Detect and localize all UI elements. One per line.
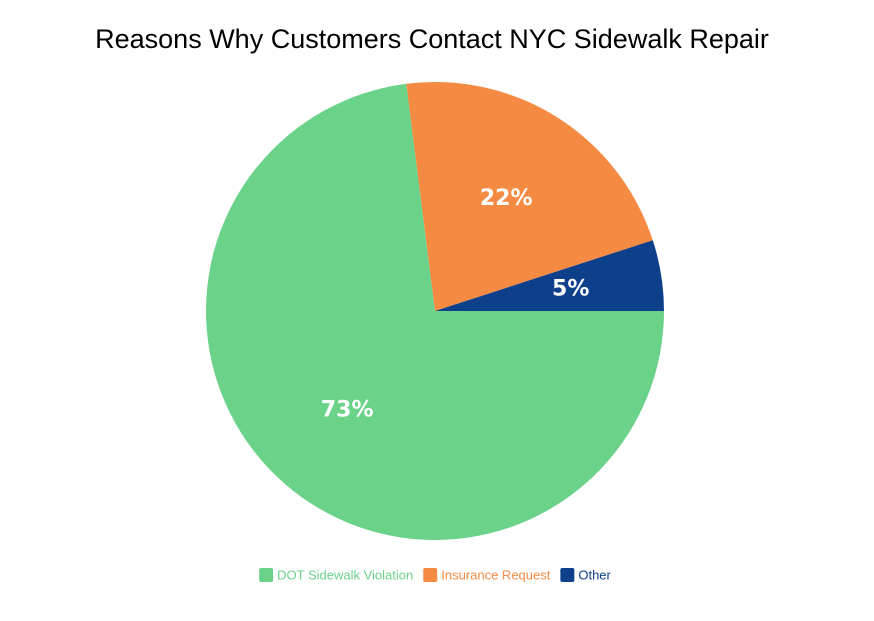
pie-slice: [206, 83, 664, 541]
legend-label: Other: [578, 567, 611, 582]
pie-slice: [406, 82, 653, 311]
legend-label: Insurance Request: [441, 567, 551, 582]
data-label: 5%: [552, 277, 589, 302]
legend-swatch: [423, 568, 438, 582]
legend-swatch: [560, 568, 575, 582]
legend-item[interactable]: Insurance Request: [423, 567, 551, 582]
legend-swatch: [259, 568, 274, 582]
legend: DOT Sidewalk Violation Insurance Request O…: [259, 567, 612, 582]
data-label: 73%: [321, 398, 374, 423]
pie: 73% 22% 5%: [206, 82, 664, 541]
pie-slice: [435, 240, 664, 311]
legend-item[interactable]: Other: [560, 567, 612, 582]
legend-label: DOT Sidewalk Violation: [277, 567, 413, 582]
legend-item[interactable]: DOT Sidewalk Violation: [259, 567, 413, 582]
chart-title: Reasons Why Customers Contact NYC Sidewa…: [95, 24, 769, 54]
data-label: 22%: [480, 186, 533, 211]
